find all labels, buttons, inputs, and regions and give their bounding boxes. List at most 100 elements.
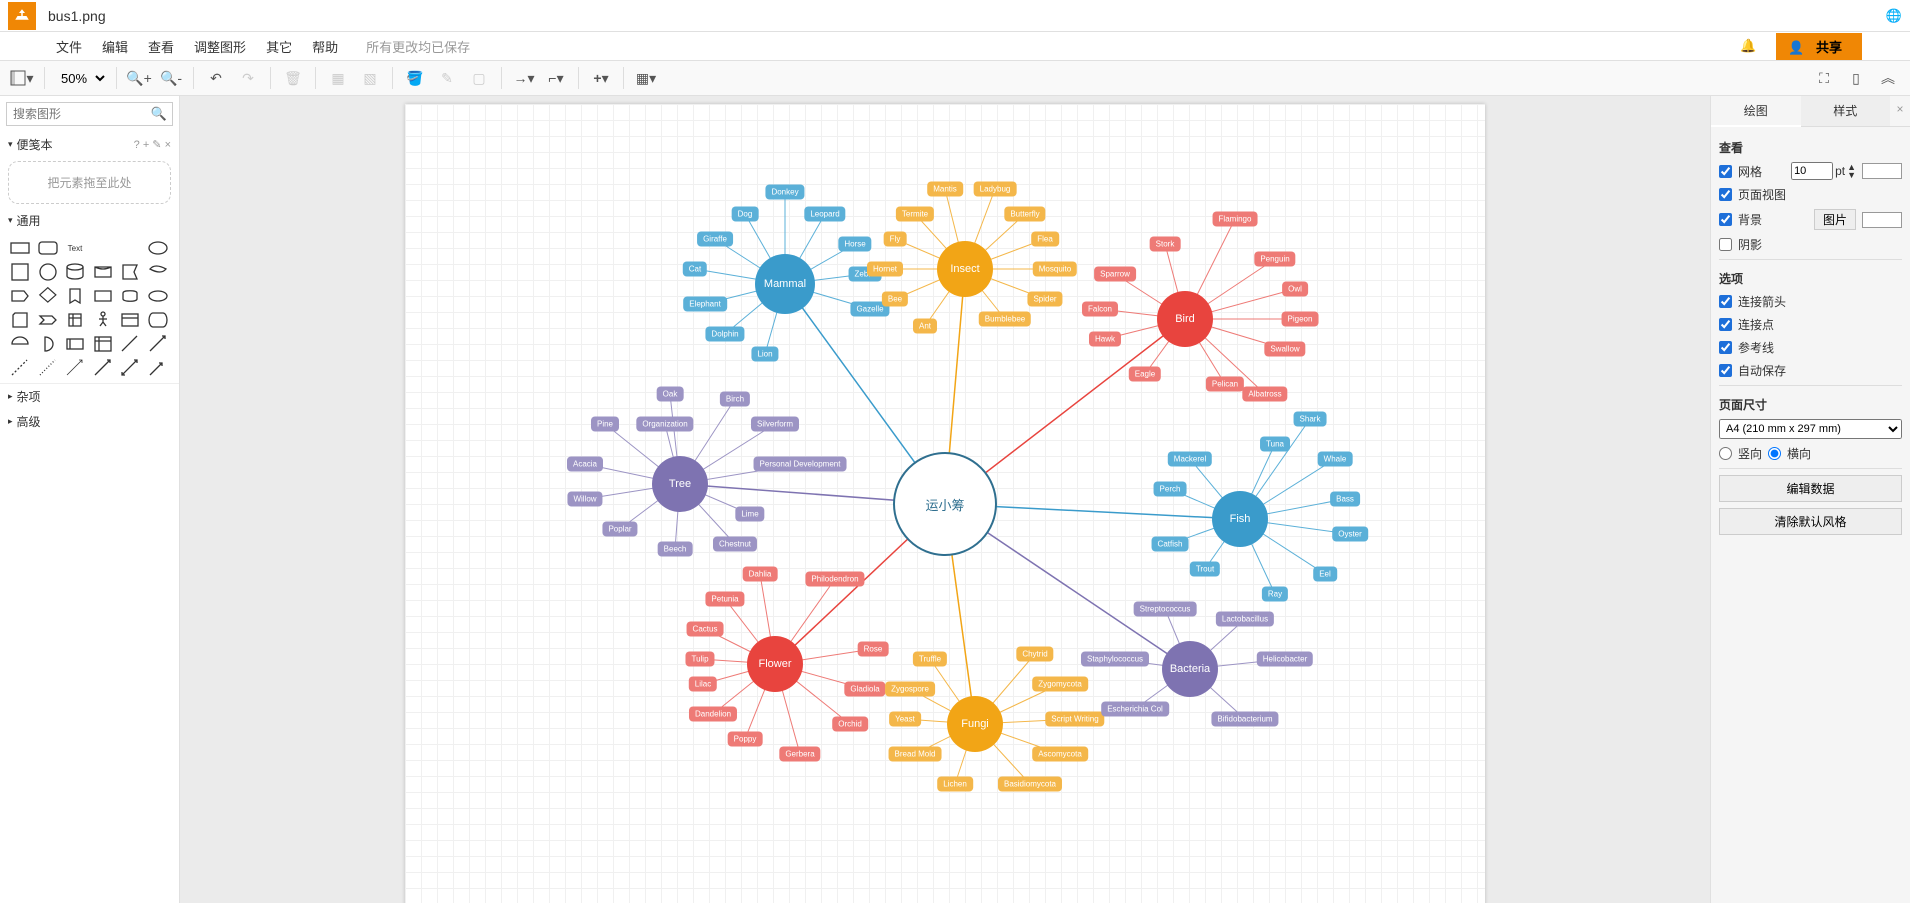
delete-icon[interactable]: 🗑 (279, 64, 307, 92)
shape-item[interactable] (118, 261, 142, 283)
page-layout-icon[interactable]: ▾ (8, 64, 36, 92)
leaf-node[interactable]: Giraffe (697, 232, 733, 247)
leaf-node[interactable]: Ladybug (974, 182, 1017, 197)
filename[interactable]: bus1.png (48, 8, 106, 24)
leaf-node[interactable]: Chytrid (1016, 647, 1053, 662)
leaf-node[interactable]: Helicobacter (1257, 652, 1313, 667)
shape-item[interactable] (63, 309, 87, 331)
leaf-node[interactable]: Perch (1154, 482, 1187, 497)
leaf-node[interactable]: Staphylococcus (1081, 652, 1149, 667)
leaf-node[interactable]: Pigeon (1282, 312, 1319, 327)
leaf-node[interactable]: Philodendron (805, 572, 864, 587)
shape-item[interactable] (146, 237, 170, 259)
shape-item[interactable] (91, 237, 115, 259)
advanced-header[interactable]: ▸ 高级 (0, 409, 179, 434)
pageview-checkbox[interactable] (1719, 188, 1732, 201)
leaf-node[interactable]: Ascomycota (1032, 747, 1088, 762)
leaf-node[interactable]: Personal Development (754, 457, 847, 472)
leaf-node[interactable]: Spider (1027, 292, 1062, 307)
leaf-node[interactable]: Truffle (913, 652, 947, 667)
tab-diagram[interactable]: 绘图 (1711, 96, 1801, 127)
leaf-node[interactable]: Mosquito (1033, 262, 1077, 277)
fill-icon[interactable]: 🪣 (401, 64, 429, 92)
clear-style-button[interactable]: 清除默认风格 (1719, 508, 1902, 535)
menu-adjust[interactable]: 调整图形 (186, 35, 254, 58)
leaf-node[interactable]: Dahlia (743, 567, 778, 582)
portrait-radio[interactable] (1719, 447, 1732, 460)
shape-item[interactable] (63, 333, 87, 355)
autosave-checkbox[interactable] (1719, 364, 1732, 377)
shape-item[interactable] (91, 285, 115, 307)
shape-item[interactable] (36, 237, 60, 259)
shape-item[interactable]: Text (63, 237, 87, 259)
shape-item[interactable] (91, 357, 115, 379)
leaf-node[interactable]: Catfish (1152, 537, 1189, 552)
leaf-node[interactable]: Basidiomycota (998, 777, 1062, 792)
leaf-node[interactable]: Ant (913, 319, 937, 334)
leaf-node[interactable]: Lime (735, 507, 764, 522)
bell-icon[interactable]: 🔔 (1732, 36, 1764, 56)
leaf-node[interactable]: Bread Mold (889, 747, 942, 762)
search-icon[interactable]: 🔍 (151, 106, 167, 122)
leaf-node[interactable]: Dandelion (689, 707, 737, 722)
app-logo-icon[interactable] (8, 2, 36, 30)
leaf-node[interactable]: Lilac (689, 677, 717, 692)
leaf-node[interactable]: Petunia (705, 592, 744, 607)
share-button[interactable]: 👤 共享 (1776, 33, 1862, 60)
globe-icon[interactable]: 🌐 (1886, 8, 1902, 24)
leaf-node[interactable]: Horse (838, 237, 871, 252)
menu-view[interactable]: 查看 (140, 35, 182, 58)
cluster-node[interactable]: Tree (652, 456, 708, 512)
shape-item[interactable] (118, 237, 142, 259)
shape-item[interactable] (118, 309, 142, 331)
shadow-icon[interactable]: ▢ (465, 64, 493, 92)
leaf-node[interactable]: Eel (1313, 567, 1337, 582)
canvas-area[interactable]: 运小筹DonkeyDogLeopardGiraffeHorseCatZebraE… (180, 96, 1710, 903)
leaf-node[interactable]: Willow (567, 492, 602, 507)
canvas[interactable]: 运小筹DonkeyDogLeopardGiraffeHorseCatZebraE… (405, 104, 1485, 903)
leaf-node[interactable]: Gerbera (779, 747, 820, 762)
bg-color-swatch[interactable] (1862, 212, 1902, 228)
leaf-node[interactable]: Mantis (927, 182, 963, 197)
to-back-icon[interactable]: ▧ (356, 64, 384, 92)
leaf-node[interactable]: Flamingo (1213, 212, 1258, 227)
undo-icon[interactable]: ↶ (202, 64, 230, 92)
leaf-node[interactable]: Albatross (1242, 387, 1287, 402)
shape-item[interactable] (91, 261, 115, 283)
grid-color-swatch[interactable] (1862, 163, 1902, 179)
cluster-node[interactable]: Fish (1212, 491, 1268, 547)
shape-item[interactable] (118, 285, 142, 307)
zoom-select[interactable]: 50% (53, 68, 108, 89)
background-checkbox[interactable] (1719, 213, 1732, 226)
leaf-node[interactable]: Penguin (1254, 252, 1295, 267)
connection-icon[interactable]: →▾ (510, 64, 538, 92)
grid-size-input[interactable] (1791, 162, 1833, 180)
shape-item[interactable] (146, 261, 170, 283)
leaf-node[interactable]: Leopard (804, 207, 845, 222)
leaf-node[interactable]: Whale (1318, 452, 1353, 467)
shape-item[interactable] (8, 261, 32, 283)
collapse-icon[interactable]: ︽ (1874, 64, 1902, 92)
conn-points-checkbox[interactable] (1719, 318, 1732, 331)
leaf-node[interactable]: Cactus (687, 622, 724, 637)
leaf-node[interactable]: Falcon (1082, 302, 1118, 317)
leaf-node[interactable]: Stork (1150, 237, 1181, 252)
shape-item[interactable] (91, 333, 115, 355)
leaf-node[interactable]: Streptococcus (1134, 602, 1197, 617)
leaf-node[interactable]: Flea (1031, 232, 1059, 247)
shape-item[interactable] (91, 309, 115, 331)
landscape-radio[interactable] (1768, 447, 1781, 460)
leaf-node[interactable]: Ray (1262, 587, 1288, 602)
leaf-node[interactable]: Oak (657, 387, 684, 402)
cluster-node[interactable]: Fungi (947, 696, 1003, 752)
leaf-node[interactable]: Zygomycota (1032, 677, 1088, 692)
cluster-node[interactable]: Bacteria (1162, 641, 1218, 697)
to-front-icon[interactable]: ▦ (324, 64, 352, 92)
leaf-node[interactable]: Eagle (1129, 367, 1161, 382)
leaf-node[interactable]: Sparrow (1094, 267, 1136, 282)
leaf-node[interactable]: Dolphin (705, 327, 744, 342)
edit-data-button[interactable]: 编辑数据 (1719, 475, 1902, 502)
leaf-node[interactable]: Tuna (1260, 437, 1290, 452)
redo-icon[interactable]: ↷ (234, 64, 262, 92)
shape-item[interactable] (146, 309, 170, 331)
